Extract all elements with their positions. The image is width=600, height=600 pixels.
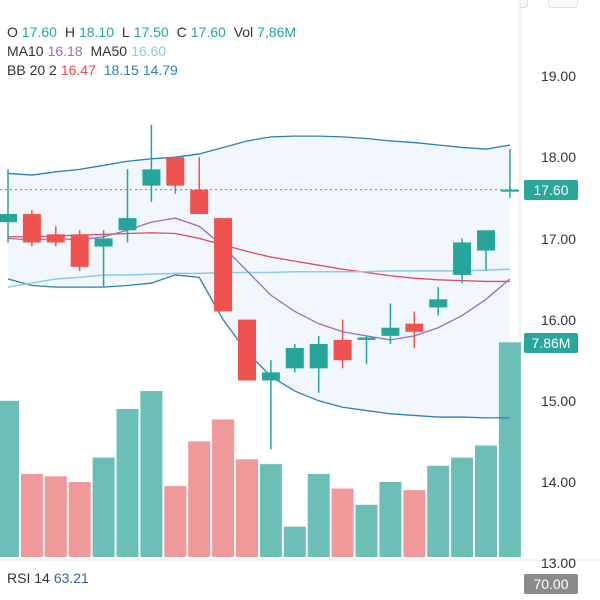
volume-value: 7,86M [257, 24, 297, 40]
open-value: 17.60 [21, 24, 57, 40]
volume-bar [451, 457, 474, 557]
volume-bar [355, 504, 378, 557]
ma50-value: 16.60 [131, 43, 167, 59]
volume-bar [0, 400, 19, 557]
candle-body [429, 299, 448, 308]
bb-label: BB 20 2 [7, 62, 57, 78]
bb-upper-value: 18.15 [103, 62, 139, 78]
volume-bar [283, 526, 306, 557]
candle-body [70, 234, 89, 267]
y-tick-18: 18.00 [540, 149, 576, 165]
candle-body [405, 323, 424, 332]
candle-body [500, 189, 519, 192]
high-value: 18.10 [78, 24, 114, 40]
volume-bar [140, 391, 163, 557]
volume-bar [92, 457, 115, 557]
y-tick-14: 14.00 [540, 474, 576, 490]
ma10-value: 16.18 [47, 43, 83, 59]
bb-middle-line [8, 232, 510, 283]
high-label: H [64, 24, 75, 40]
volume-tag: 7.86M [524, 333, 578, 353]
y-tick-16: 16.00 [540, 312, 576, 328]
candle-body [142, 169, 161, 186]
ma10-label: MA10 [7, 43, 44, 59]
candle-body [46, 234, 65, 243]
bb-band-fill [8, 136, 510, 418]
rsi-label: RSI 14 [7, 570, 50, 586]
candle-body [118, 218, 137, 231]
y-tick-19: 19.00 [540, 68, 576, 84]
volume-bar [164, 486, 187, 557]
candle-body [309, 343, 328, 369]
candle-body [453, 242, 472, 275]
ma50-label: MA50 [90, 43, 128, 59]
rsi-legend: RSI 14 63.21 [7, 570, 89, 586]
low-label: L [121, 24, 130, 40]
candle-body [238, 319, 256, 381]
open-label: O [7, 24, 18, 40]
candle-body [333, 339, 352, 361]
volume-bar [236, 459, 258, 557]
candle-body [22, 214, 41, 243]
bb-legend: BB 20 2 16.47 18.15 14.79 [7, 62, 182, 78]
bb-upper-line [7, 135, 511, 176]
bb-lower-line [7, 274, 510, 419]
ma10-line [7, 217, 511, 341]
y-tick-13: 13.00 [540, 555, 576, 571]
candle-body [214, 218, 233, 312]
volume-bar [331, 488, 354, 557]
candle-body [357, 337, 376, 340]
ma50-line [7, 268, 510, 288]
volume-bar [116, 408, 139, 557]
bb-middle-value: 16.47 [60, 62, 96, 78]
volume-bar [475, 445, 497, 557]
volume-bar [498, 342, 521, 557]
toolbar-button-5[interactable] [548, 0, 578, 8]
rsi-tag: 70.00 [524, 574, 578, 594]
candle-body [94, 238, 113, 247]
close-label: C [176, 24, 187, 40]
y-tick-17: 17.00 [540, 231, 576, 247]
ma-legend: MA10 16.18 MA50 16.60 [7, 43, 170, 59]
low-value: 17.50 [133, 24, 169, 40]
rsi-value: 63.21 [53, 570, 89, 586]
volume-bar [20, 473, 43, 557]
volume-bar [68, 482, 91, 557]
volume-bar [427, 465, 450, 557]
volume-bar [307, 473, 330, 557]
volume-bar [403, 490, 426, 557]
bb-lower-value: 14.79 [142, 62, 178, 78]
volume-bar [379, 482, 402, 557]
price-tag: 17.60 [524, 180, 578, 200]
candle-body [166, 157, 185, 186]
volume-label: Vol [233, 24, 254, 40]
volume-bar [44, 476, 67, 557]
close-value: 17.60 [190, 24, 226, 40]
volume-bar [188, 441, 211, 557]
candle-body [381, 327, 400, 336]
volume-bar [212, 419, 235, 557]
candle-body [261, 372, 280, 381]
candle-body [0, 214, 17, 223]
candle-body [190, 189, 209, 215]
volume-bar [259, 464, 282, 557]
candle-body [285, 348, 304, 369]
candle-body [477, 230, 495, 251]
y-tick-15: 15.00 [540, 393, 576, 409]
ohlc-legend: O 17.60 H 18.10 L 17.50 C 17.60 Vol 7,86M [7, 24, 300, 40]
